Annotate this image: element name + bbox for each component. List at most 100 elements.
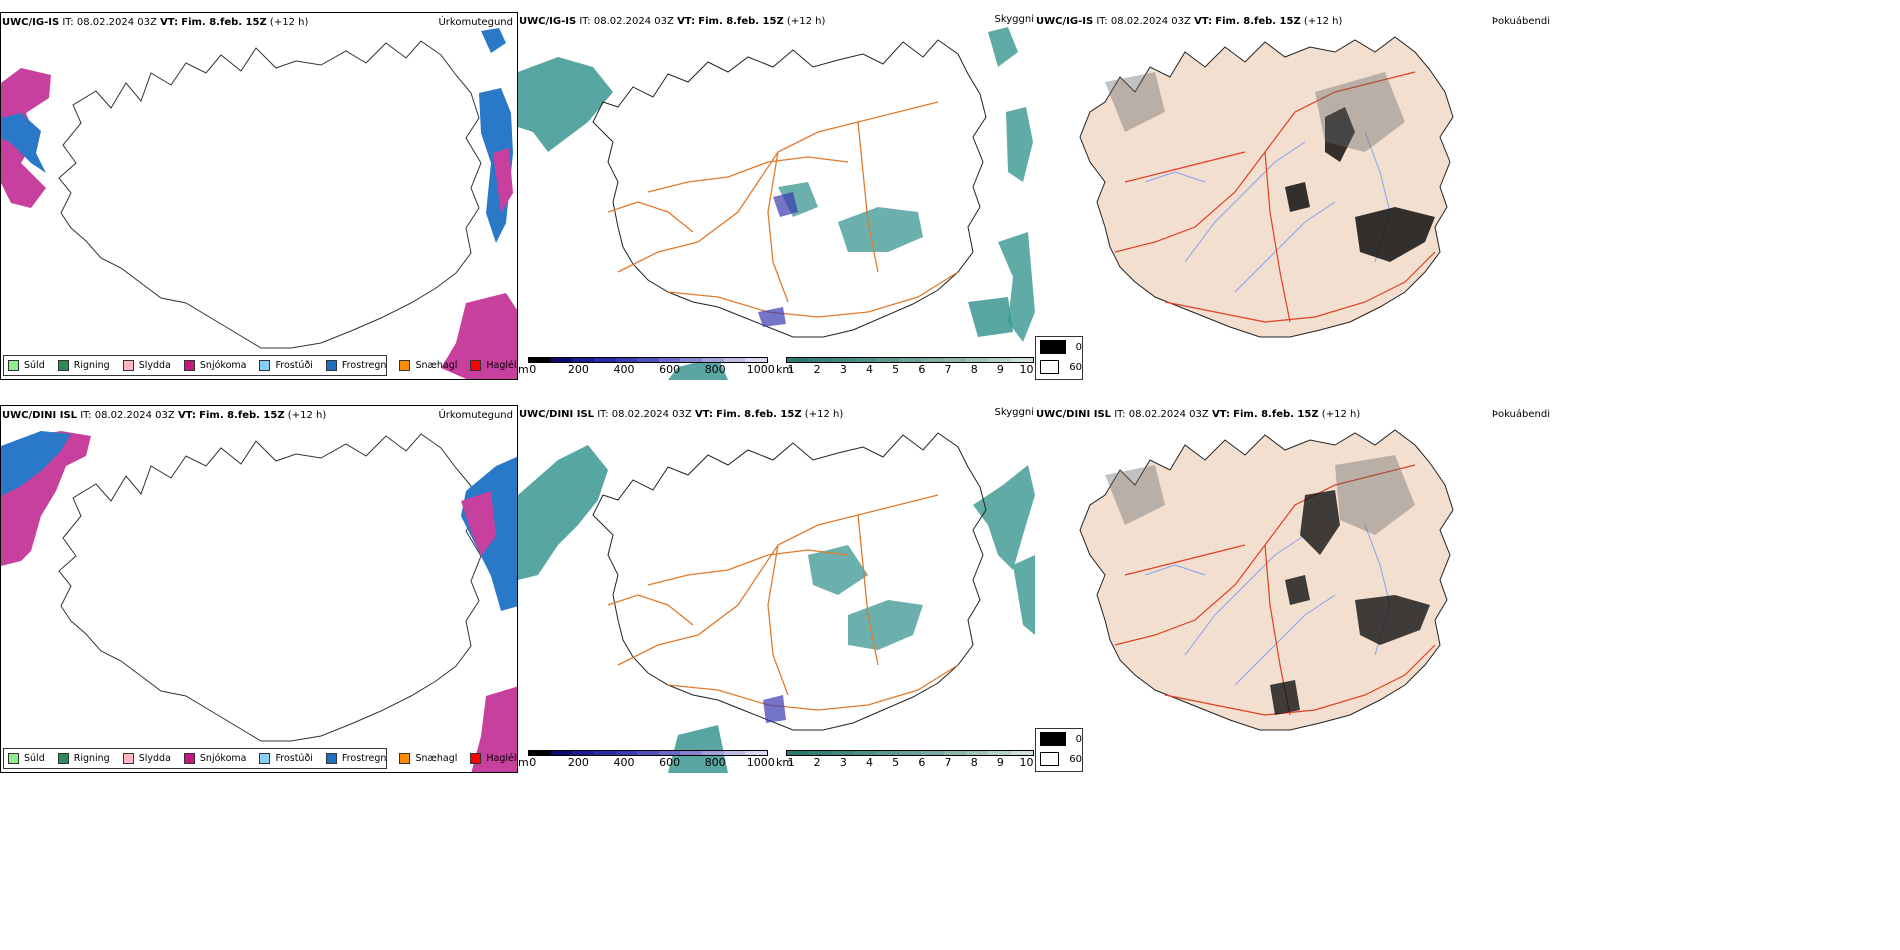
it-label: IT: xyxy=(1114,409,1126,420)
colorbar-segment xyxy=(809,751,832,755)
legend-swatch xyxy=(1040,752,1060,766)
colorbar-tick-label: 200 xyxy=(567,756,589,769)
legend-swatch xyxy=(399,360,411,371)
colorbar-tick-label: 800 xyxy=(704,363,726,376)
snow-area-east xyxy=(479,28,513,243)
legend-label: Snæhagl xyxy=(415,753,458,764)
precip-type-map xyxy=(1,431,517,772)
lead-time: (+12 h) xyxy=(1321,409,1361,420)
precip-legend: Súld Rigning Slydda Snjókoma Frostúði Frostre… xyxy=(3,748,517,769)
cloud-area-central xyxy=(808,545,923,650)
colorbar-unit: m xyxy=(518,756,529,769)
legend-swatch xyxy=(325,360,337,371)
colorbar-segment xyxy=(745,358,768,362)
colorbar-segment xyxy=(809,358,832,362)
precip-legend-item: Snæhagl xyxy=(399,360,457,371)
cloud-area-west xyxy=(518,445,608,580)
it-value: 08.02.2024 03Z xyxy=(76,17,157,28)
colorbar-segment xyxy=(658,358,681,362)
vt-label: VT: xyxy=(694,409,713,420)
legend-label: Frostúði xyxy=(275,360,313,371)
iceland-coastline xyxy=(58,40,482,349)
precip-legend-item: Súld xyxy=(8,360,45,371)
colorbar-segment xyxy=(921,751,944,755)
legend-swatch xyxy=(259,360,271,371)
legend-label: 60 xyxy=(1069,753,1082,765)
model-name: UWC/IG-IS xyxy=(1036,16,1094,27)
colorbar-unit: km xyxy=(776,756,794,769)
legend-swatch xyxy=(325,753,337,764)
colorbar-segment xyxy=(637,358,659,362)
fog-legend-item: 0 xyxy=(1036,337,1082,357)
colorbar-ticks: 0 200 400 600 800 1000 xyxy=(528,363,775,377)
freezing-rain-west xyxy=(1,113,46,173)
legend-label: Rigning xyxy=(73,753,110,764)
panel-title: UWC/IG-IS IT: 08.02.2024 03Z VT: Fim. 8.… xyxy=(1036,16,1342,27)
colorbar-unit: m xyxy=(518,363,529,376)
legend-label: Snjókoma xyxy=(199,360,247,371)
legend-label: Haglél xyxy=(486,753,517,764)
colorbar-segment xyxy=(854,751,877,755)
vt-label: VT: xyxy=(177,410,196,421)
precip-legend-item: Súld xyxy=(8,753,45,764)
colorbar-tick-label: 1 xyxy=(787,363,795,376)
it-value: 08.02.2024 03Z xyxy=(593,16,674,27)
lead-time: (+12 h) xyxy=(804,409,844,420)
colorbar-segment xyxy=(593,358,616,362)
precip-legend-item: Haglél xyxy=(470,360,517,371)
colorbar-segment xyxy=(572,751,594,755)
colorbar-unit: km xyxy=(776,363,794,376)
cloud-area-south xyxy=(668,725,728,773)
snow-area-east xyxy=(461,491,496,556)
fog-legend: 0 60 xyxy=(1035,728,1083,772)
fog-light xyxy=(1105,455,1415,535)
colorbar-tick-label: 2 xyxy=(813,363,821,376)
colorbar-tick-label: 7 xyxy=(944,756,952,769)
fog-legend-item: 60 xyxy=(1036,357,1082,377)
legend-label: Súld xyxy=(24,753,45,764)
colorbar-tick-label: 400 xyxy=(613,756,635,769)
colorbar-segment xyxy=(615,751,638,755)
iceland-coastline xyxy=(58,433,482,742)
model-name: UWC/IG-IS xyxy=(2,17,60,28)
precip-legend-item: Snjókoma xyxy=(183,360,247,371)
colorbar-tick-label: 600 xyxy=(659,756,681,769)
it-label: IT: xyxy=(579,16,591,27)
it-value: 08.02.2024 03Z xyxy=(1128,409,1209,420)
colorbar-segment xyxy=(831,751,855,755)
colorbar-segment xyxy=(550,751,573,755)
legend-label: 60 xyxy=(1069,361,1082,373)
iceland-coastline xyxy=(592,432,987,731)
colorbar-segment xyxy=(529,358,551,362)
lead-time: (+12 h) xyxy=(1303,16,1343,27)
ceiling-spots xyxy=(758,192,798,327)
colorbar-segment xyxy=(831,358,855,362)
colorbar-tick-label: 3 xyxy=(839,363,847,376)
lead-time: (+12 h) xyxy=(269,17,309,28)
cloud-area-east xyxy=(973,465,1035,635)
panel-title: UWC/DINI ISL IT: 08.02.2024 03Z VT: Fim.… xyxy=(2,410,326,421)
legend-swatch xyxy=(1040,732,1066,746)
fog-legend-item: 60 xyxy=(1036,749,1082,769)
panel-title: UWC/IG-IS IT: 08.02.2024 03Z VT: Fim. 8.… xyxy=(519,16,825,27)
precip-type-map xyxy=(1,28,517,379)
fog-panel-top: UWC/IG-IS IT: 08.02.2024 03Z VT: Fim. 8.… xyxy=(1035,12,1550,380)
vt-value: Fim. 8.feb. 15Z xyxy=(1233,409,1319,420)
colorbar-tick-label: 1000 xyxy=(746,756,775,769)
colorbar-segment xyxy=(529,751,551,755)
fog-dense-1 xyxy=(1285,107,1435,262)
legend-label: Frostregn xyxy=(341,360,387,371)
lead-time: (+12 h) xyxy=(786,16,826,27)
legend-swatch xyxy=(470,360,482,371)
panel-title: UWC/DINI ISL IT: 08.02.2024 03Z VT: Fim.… xyxy=(1036,409,1360,420)
legend-swatch xyxy=(122,360,134,371)
ceiling-colorbar: 0 200 400 600 800 1000 m xyxy=(518,357,775,377)
iceland-coastline xyxy=(592,39,987,338)
fog-light xyxy=(1105,72,1405,152)
colorbar-segment xyxy=(943,358,966,362)
colorbar-tick-label: 4 xyxy=(865,363,873,376)
model-name: UWC/DINI ISL xyxy=(519,409,595,420)
precip-legend-item: Snjókoma xyxy=(183,753,246,764)
legend-label: Súld xyxy=(24,360,45,371)
vt-value: Fim. 8.feb. 15Z xyxy=(181,17,267,28)
